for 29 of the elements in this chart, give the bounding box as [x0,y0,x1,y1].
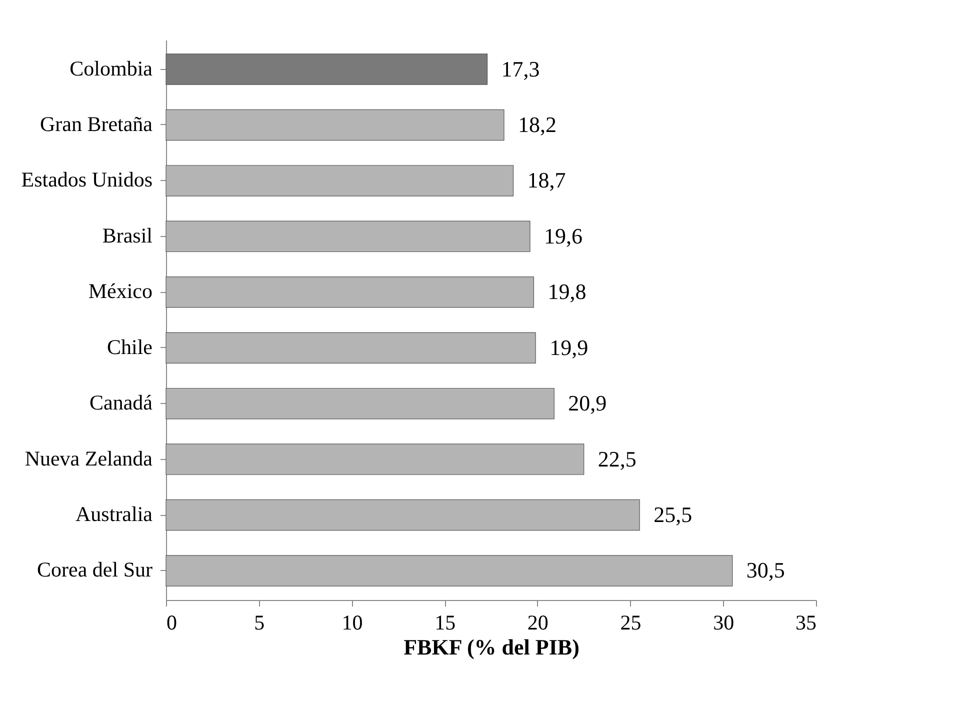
x-tick-label: 20 [527,610,548,634]
x-tick-label: 25 [620,610,642,634]
data-label: 19,9 [550,334,588,360]
data-label: 19,6 [544,223,582,248]
y-tick-label: Brasil [102,223,153,248]
data-label: 22,5 [598,446,636,472]
data-label: 25,5 [654,502,692,528]
y-tick-label: Gran Bretaña [40,112,154,136]
x-tick-label: 5 [254,610,265,634]
x-tick-label: 10 [342,610,363,634]
y-tick-label: Nueva Zelanda [24,446,154,470]
y-tick-label: Australia [76,502,154,526]
data-label: 17,3 [501,56,540,82]
data-label: 30,5 [746,558,785,583]
y-tick-label: Estados Unidos [21,168,152,192]
x-tick-label: 15 [434,610,456,634]
data-label: 19,8 [548,279,586,304]
x-axis-title: FBKF (% del PIB) [404,634,580,660]
x-tick-label: 30 [713,610,734,634]
x-tick-label: 35 [796,610,816,634]
y-tick-label: Colombia [70,56,154,80]
y-tick-label: Corea del Sur [37,558,152,582]
x-tick-label: 0 [166,610,177,634]
data-label: 20,9 [568,390,607,416]
y-tick-label: Canadá [90,390,154,415]
y-tick-label: México [88,279,152,304]
y-tick-label: Chile [107,334,152,359]
data-label: 18,7 [527,168,566,193]
data-label: 18,2 [518,112,556,137]
